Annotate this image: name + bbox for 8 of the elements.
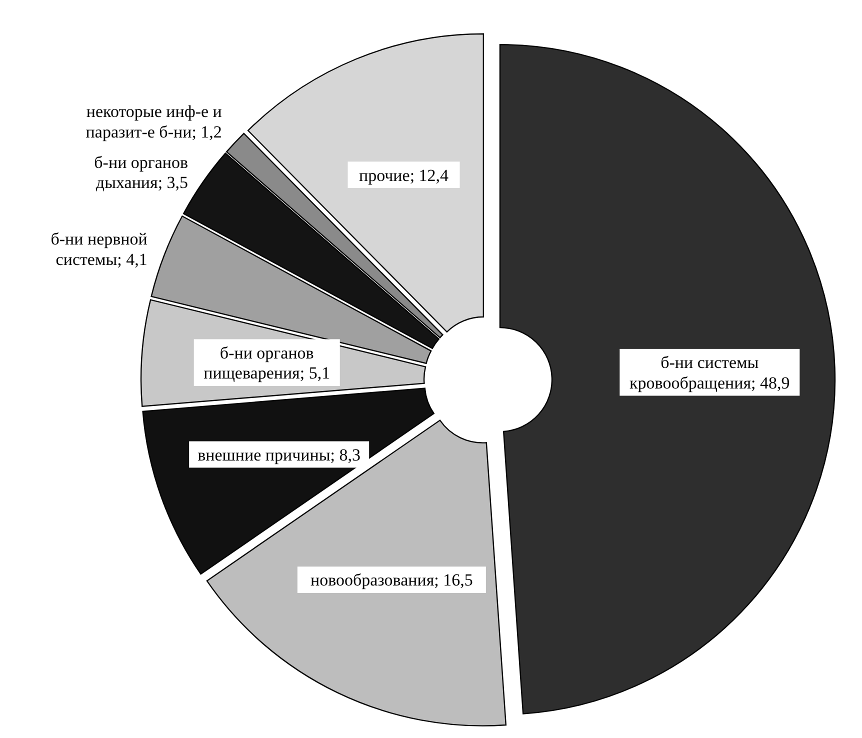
slice-label: б-ни органов дыхания; 3,5 bbox=[94, 152, 188, 192]
slice-label: б-ни системы кровообращения; 48,9 bbox=[630, 353, 790, 392]
slice-label: прочие; 12,4 bbox=[358, 166, 450, 185]
slice-label: внешние причины; 8,3 bbox=[198, 445, 360, 464]
slice-label: б-ни нервной системы; 4,1 bbox=[50, 230, 148, 269]
slice-label: б-ни органов пищеварения; 5,1 bbox=[204, 343, 330, 383]
slice-label: новообразования; 16,5 bbox=[310, 570, 473, 590]
slice-label: некоторые инф-е и паразит-е б-ни; 1,2 bbox=[86, 102, 222, 142]
